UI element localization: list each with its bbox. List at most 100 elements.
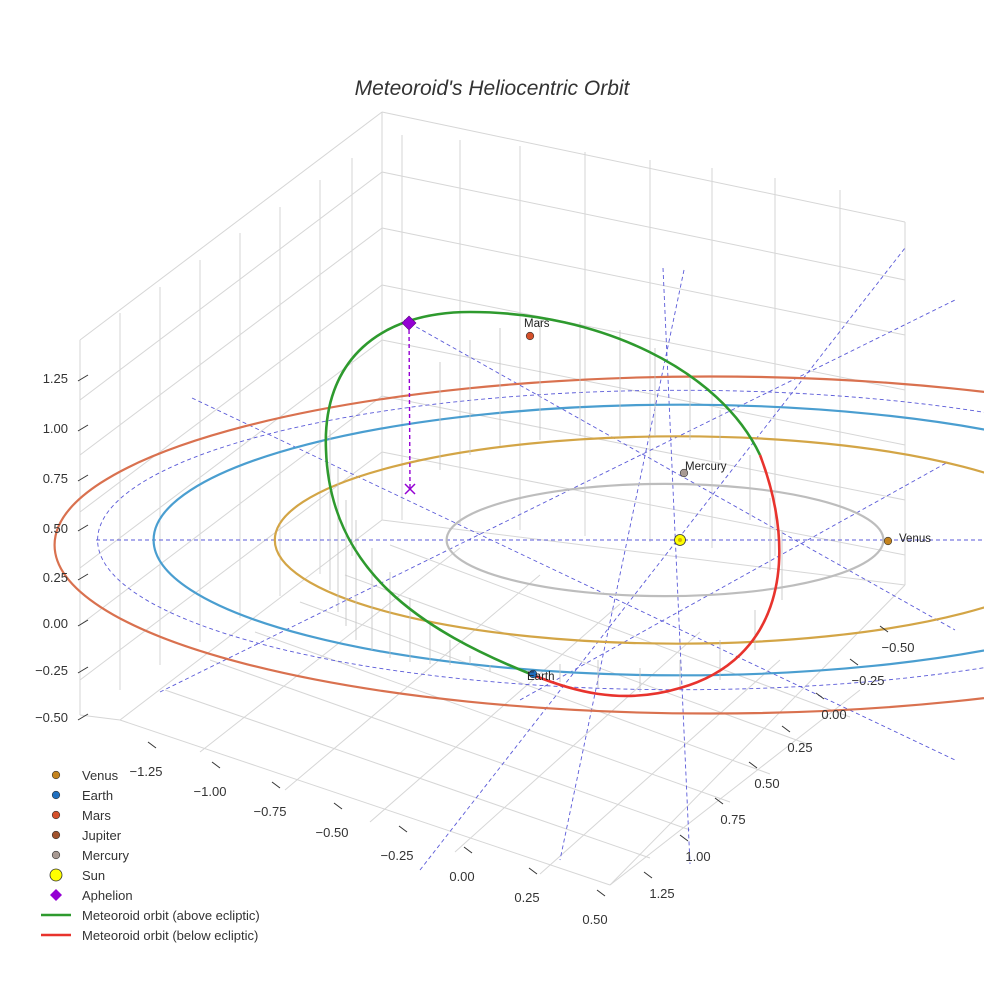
- y-tick-label: −0.25: [852, 673, 885, 688]
- z-tick-label: 1.25: [43, 371, 68, 386]
- x-tick-mark: [333, 802, 343, 810]
- axis-ticks: 1.25 1.00 0.75 0.50 0.25 0.00 −0.25 −0.50 −1.25 −…: [35, 371, 914, 927]
- grid-line: [609, 689, 861, 886]
- y-tick-label: 1.25: [649, 886, 674, 901]
- legend-marker-venus: [51, 770, 61, 780]
- legend-label-meteoroid-orbit-above-ecliptic: Meteoroid orbit (above ecliptic): [82, 908, 260, 923]
- grid-line: [79, 339, 383, 569]
- z-tick-label: 1.00: [43, 421, 68, 436]
- legend-marker-mars: [51, 810, 61, 820]
- grid-line: [381, 519, 906, 586]
- z-tick-mark: [77, 619, 89, 627]
- grid-line: [344, 574, 811, 746]
- x-tick-label: 0.50: [582, 912, 607, 927]
- y-tick-mark: [643, 871, 653, 879]
- drop-lines: [329, 320, 783, 692]
- z-tick-label: 0.25: [43, 570, 68, 585]
- grid-line: [381, 395, 906, 501]
- reference-spoke: [519, 461, 949, 701]
- grid-line: [381, 284, 906, 391]
- reference-spoke: [662, 267, 691, 865]
- x-tick-label: −0.25: [381, 848, 414, 863]
- reference-spoke: [559, 269, 685, 861]
- grid-line: [539, 659, 781, 875]
- grid-line: [381, 451, 906, 556]
- x-tick-mark: [147, 741, 157, 749]
- z-tick-mark: [77, 374, 89, 382]
- reference-spoke: [159, 299, 956, 693]
- legend-marker-mercury: [51, 850, 61, 860]
- venus-label: Venus: [899, 533, 931, 545]
- y-tick-mark: [879, 625, 889, 633]
- y-tick-label: 0.75: [720, 812, 745, 827]
- y-tick-label: 1.00: [685, 849, 710, 864]
- grid-line: [454, 631, 701, 853]
- legend-label-earth: Earth: [82, 788, 113, 803]
- venus-marker: [883, 536, 893, 546]
- x-tick-mark: [271, 781, 281, 789]
- legend-marker-earth: [51, 790, 61, 800]
- x-tick-label: −0.50: [316, 825, 349, 840]
- x-tick-label: 0.25: [514, 890, 539, 905]
- x-tick-mark: [398, 825, 408, 833]
- legend-label-mercury: Mercury: [82, 848, 129, 863]
- legend-marker-sun: [49, 868, 63, 882]
- grid-line: [284, 574, 541, 791]
- grid-line: [79, 284, 383, 513]
- meteoroid-orbit: [324, 310, 781, 698]
- earth-label: Earth: [527, 671, 555, 683]
- z-tick-mark: [77, 713, 89, 721]
- legend-marker-jupiter: [51, 830, 61, 840]
- y-tick-label: −0.50: [882, 640, 915, 655]
- y-tick-mark: [849, 658, 859, 666]
- z-tick-label: −0.50: [35, 710, 68, 725]
- x-tick-mark: [528, 867, 538, 875]
- mars-label: Mars: [524, 318, 550, 330]
- legend-label-jupiter: Jupiter: [82, 828, 122, 843]
- planet-markers: Mercury Venus Earth Mars: [401, 315, 931, 683]
- mercury-label: Mercury: [685, 461, 727, 473]
- grid-line: [79, 227, 383, 456]
- x-tick-label: −0.75: [254, 804, 287, 819]
- z-tick-mark: [77, 474, 89, 482]
- orbit-mars: [53, 375, 984, 715]
- sun-core: [678, 538, 682, 542]
- reference-spoke: [191, 397, 956, 761]
- z-tick-mark: [77, 666, 89, 674]
- y-tick-mark: [815, 692, 825, 700]
- mars-marker: [525, 331, 535, 341]
- legend-label-mars: Mars: [82, 808, 111, 823]
- aphelion-marker: [401, 315, 417, 331]
- reference-spoke: [403, 319, 956, 631]
- legend: Venus Earth Mars Jupiter Mercury Sun Aphelion M…: [41, 768, 260, 943]
- x-tick-label: 0.00: [449, 869, 474, 884]
- y-tick-label: 0.50: [754, 776, 779, 791]
- y-tick-label: 0.25: [787, 740, 812, 755]
- x-tick-label: −1.00: [194, 784, 227, 799]
- meteoroid-orbit-above: [324, 310, 762, 677]
- orbit-venus: [273, 435, 984, 645]
- z-tick-mark: [77, 524, 89, 532]
- y-tick-label: 0.00: [821, 707, 846, 722]
- y-tick-mark: [748, 761, 758, 769]
- axis-grid: [79, 111, 906, 886]
- reference-circle: [96, 247, 984, 871]
- grid-line: [119, 719, 611, 886]
- grid-line: [369, 603, 621, 823]
- grid-line: [381, 339, 906, 446]
- grid-line: [79, 714, 121, 721]
- grid-line: [381, 171, 906, 281]
- meteoroid-orbit-below: [532, 454, 781, 698]
- x-tick-mark: [596, 889, 606, 897]
- mercury-marker: [679, 468, 689, 478]
- y-tick-mark: [679, 834, 689, 842]
- legend-label-sun: Sun: [82, 868, 105, 883]
- y-tick-mark: [714, 797, 724, 805]
- grid-line: [381, 227, 906, 336]
- z-tick-mark: [77, 573, 89, 581]
- z-tick-label: 0.75: [43, 471, 68, 486]
- grid-line: [209, 659, 691, 831]
- reference-spoke: [419, 247, 906, 871]
- grid-line: [79, 171, 383, 401]
